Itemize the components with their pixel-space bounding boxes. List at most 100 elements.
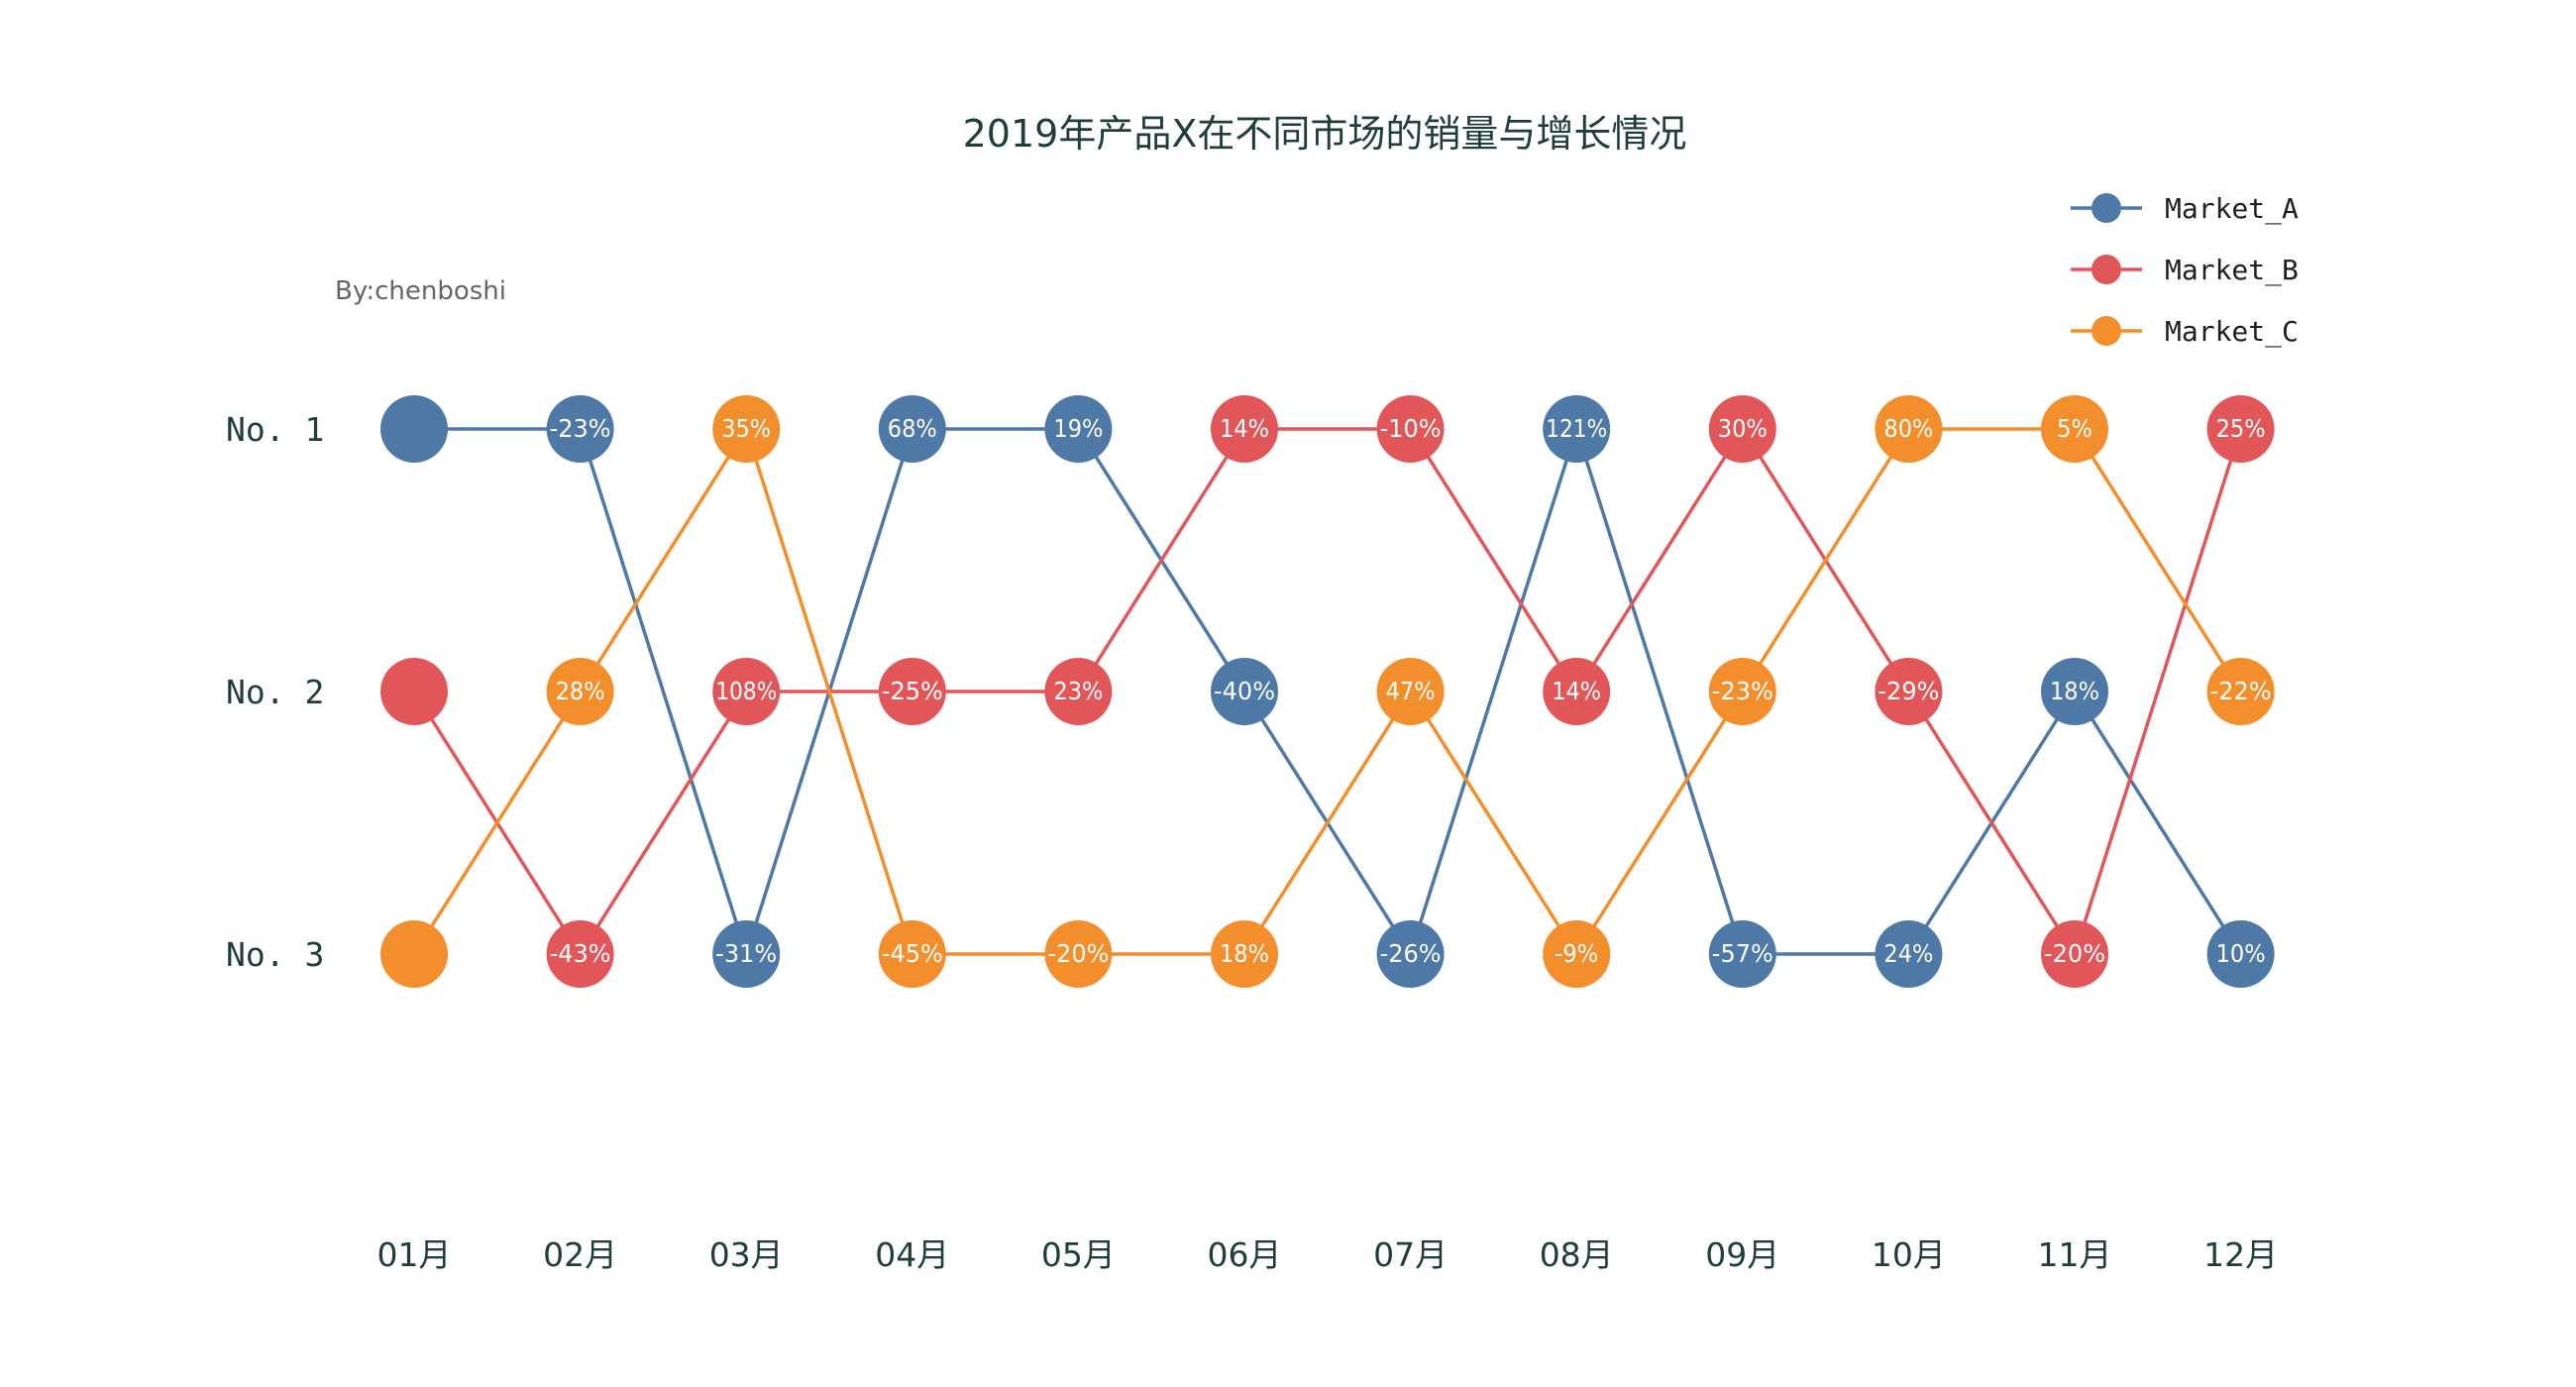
data-label: 68% [888, 414, 937, 443]
data-label: -20% [2044, 939, 2105, 968]
y-axis: No. 1 No. 2 No. 3 [226, 410, 324, 974]
data-point [546, 658, 614, 725]
data-label: 5% [2057, 414, 2093, 443]
data-label: -31% [715, 939, 777, 968]
data-label: -23% [550, 414, 611, 443]
data-point [712, 658, 781, 725]
data-label: 121% [1546, 414, 1607, 443]
data-point [2206, 658, 2275, 725]
x-tick-label: 01月 [377, 1235, 452, 1274]
x-tick-label: 08月 [1540, 1235, 1614, 1274]
data-point [1543, 658, 1611, 725]
y-tick-label: No. 1 [226, 410, 324, 449]
data-label: -23% [1712, 677, 1773, 705]
data-point [712, 395, 781, 463]
data-label: 108% [715, 677, 777, 705]
series-points: -23% -31% 68% 19% -40% -26% 121% -57% 24% 18% 10% -… [380, 395, 2275, 988]
data-label: 80% [1883, 414, 1933, 443]
data-point [878, 395, 946, 463]
data-point [1875, 658, 1943, 725]
x-axis: 01月 02月 03月 04月 05月 06月 07月 08月 09月 10月 11月 12月 [377, 1235, 2279, 1274]
data-label: -40% [1214, 677, 1275, 705]
data-point [546, 395, 614, 463]
legend: Market_A Market_B Market_C [2071, 192, 2299, 349]
data-label: -45% [882, 939, 943, 968]
x-tick-label: 11月 [2038, 1235, 2112, 1274]
data-point [2041, 658, 2108, 725]
legend-label: Market_A [2165, 192, 2299, 226]
data-label: 19% [1053, 414, 1103, 443]
data-point [2041, 920, 2108, 988]
data-point [1376, 395, 1445, 463]
data-point [1376, 658, 1445, 725]
x-tick-label: 04月 [875, 1235, 949, 1274]
x-tick-label: 07月 [1373, 1235, 1448, 1274]
data-point [1708, 920, 1776, 988]
data-label: 14% [1220, 414, 1269, 443]
data-label: 24% [1883, 939, 1933, 968]
series-line-market-a [414, 427, 2243, 956]
data-label: -29% [1878, 677, 1939, 705]
data-label: 23% [1053, 677, 1103, 705]
data-point [1708, 658, 1776, 725]
legend-marker [2092, 193, 2121, 223]
x-tick-label: 06月 [1208, 1235, 1282, 1274]
data-label: -25% [882, 677, 943, 705]
data-point [1543, 395, 1611, 463]
x-tick-label: 10月 [1872, 1235, 1946, 1274]
data-label: -43% [550, 939, 611, 968]
data-point [1875, 920, 1943, 988]
data-point [1211, 658, 1278, 725]
data-label: 25% [2216, 414, 2266, 443]
data-point [1875, 395, 1943, 463]
data-label: -20% [1047, 939, 1109, 968]
data-point [380, 395, 448, 463]
data-point [1708, 395, 1776, 463]
data-point [1044, 395, 1113, 463]
legend-label: Market_B [2165, 254, 2299, 287]
data-point [1376, 920, 1445, 988]
data-point [380, 920, 448, 988]
data-point [2041, 395, 2108, 463]
data-point [1211, 920, 1278, 988]
x-tick-label: 09月 [1705, 1235, 1779, 1274]
series-line-market-c [412, 427, 2243, 956]
legend-marker [2092, 255, 2121, 284]
data-label: -57% [1712, 939, 1773, 968]
y-tick-label: No. 3 [226, 935, 324, 974]
data-label: 18% [2050, 677, 2099, 705]
x-tick-label: 12月 [2203, 1235, 2278, 1274]
data-point [1543, 920, 1611, 988]
data-label: -10% [1380, 414, 1442, 443]
data-label: 35% [721, 414, 771, 443]
data-point [712, 920, 781, 988]
x-tick-label: 05月 [1041, 1235, 1116, 1274]
series-lines [412, 427, 2243, 956]
data-point [2206, 395, 2275, 463]
chart-subtitle: By:chenboshi [335, 276, 506, 306]
data-point [1044, 920, 1113, 988]
data-point [380, 658, 448, 725]
legend-marker [2092, 316, 2121, 346]
data-label: -26% [1380, 939, 1442, 968]
data-point [1211, 395, 1278, 463]
series-line-market-b [412, 427, 2243, 956]
x-tick-label: 02月 [543, 1235, 617, 1274]
chart-title: 2019年产品X在不同市场的销量与增长情况 [963, 112, 1687, 156]
data-point [2206, 920, 2275, 988]
data-label: 14% [1552, 677, 1601, 705]
data-label: 28% [556, 677, 605, 705]
data-point [1044, 658, 1113, 725]
data-point [878, 658, 946, 725]
x-tick-label: 03月 [709, 1235, 784, 1274]
legend-label: Market_C [2165, 315, 2299, 349]
data-label: 18% [1220, 939, 1269, 968]
data-label: -22% [2210, 677, 2272, 705]
data-point [878, 920, 946, 988]
data-label: -9% [1555, 939, 1598, 968]
y-tick-label: No. 2 [226, 673, 324, 711]
data-point [546, 920, 614, 988]
data-label: 47% [1386, 677, 1436, 705]
data-label: 30% [1718, 414, 1768, 443]
